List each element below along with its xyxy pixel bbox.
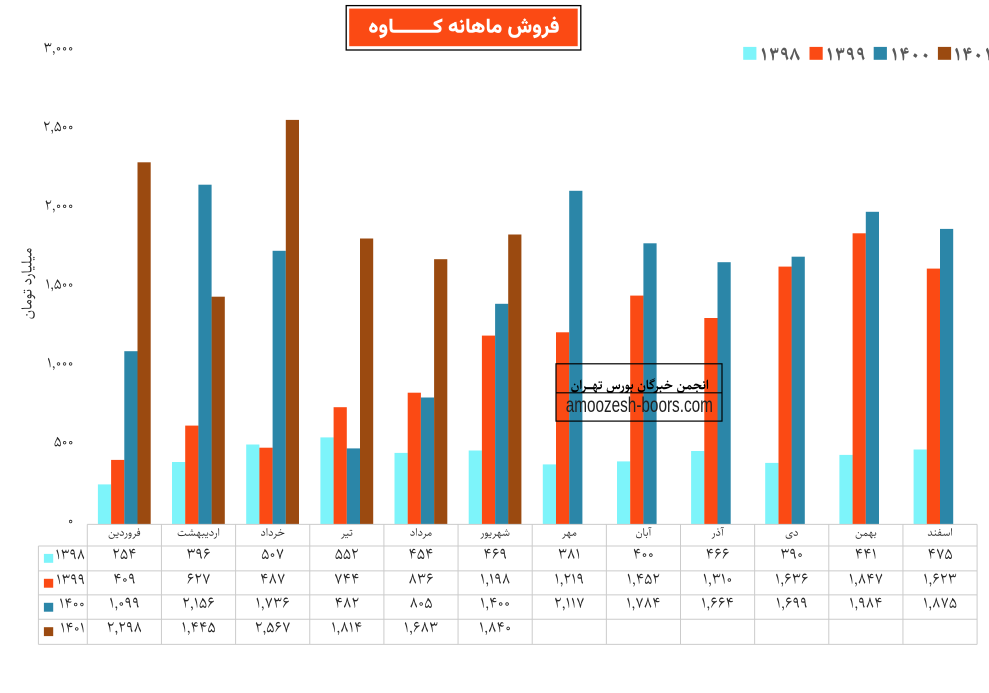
svg-text:amoozesh-boors.com: amoozesh-boors.com bbox=[566, 394, 713, 417]
